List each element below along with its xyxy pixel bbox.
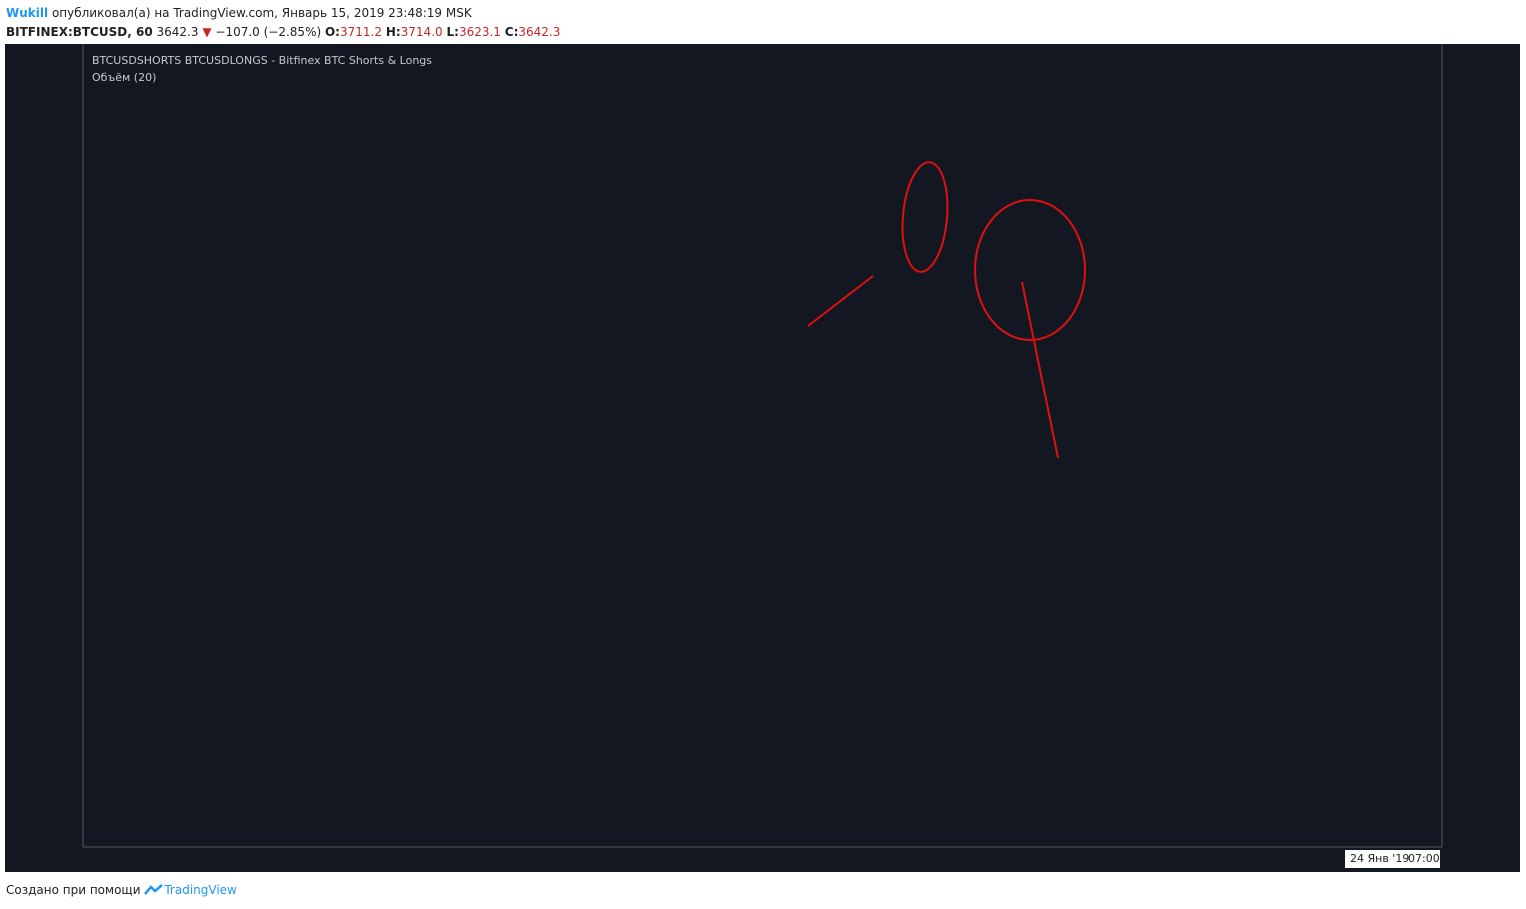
footer-text: Создано при помощи — [6, 883, 141, 897]
date-box — [1345, 850, 1440, 868]
header-line: BITFINEX:BTCUSD, 60 3642.3 ▼ −107.0 (−2.… — [6, 23, 560, 42]
label: C: — [504, 25, 519, 39]
label: L: — [446, 25, 459, 39]
ohlc: 3642.3 — [518, 25, 561, 39]
published: опубликовал(а) на TradingView.com, Январ… — [51, 6, 472, 20]
chart-background — [5, 44, 1520, 872]
time-label: 07:00 — [1408, 852, 1440, 865]
ohlc: 3711.2 — [339, 25, 382, 39]
footer: Создано при помощи TradingView — [6, 882, 237, 897]
arrow: ▼ — [202, 25, 212, 39]
price: 3642.3 — [156, 25, 199, 39]
label: O: — [324, 25, 340, 39]
volume-title: Объём (20) — [92, 71, 156, 84]
author[interactable]: Wukill — [6, 6, 49, 20]
legend-title: BTCUSDSHORTS BTCUSDLONGS - Bitfinex BTC … — [92, 54, 432, 67]
hand-drawing — [807, 161, 1086, 459]
brand[interactable]: TradingView — [164, 883, 237, 897]
symbol: BITFINEX:BTCUSD, 60 — [6, 25, 153, 39]
header: Wukill опубликовал(а) на TradingView.com… — [6, 4, 560, 42]
label: H: — [385, 25, 401, 39]
logo — [144, 884, 164, 895]
header-line: Wukill опубликовал(а) на TradingView.com… — [6, 4, 560, 23]
ohlc: 3714.0 — [400, 25, 443, 39]
chart: BTCUSDSHORTS BTCUSDLONGS - Bitfinex BTC … — [5, 44, 1520, 872]
change: −107.0 (−2.85%) — [215, 25, 322, 39]
date-label: 24 Янв '19 — [1350, 852, 1409, 865]
ohlc: 3623.1 — [458, 25, 501, 39]
